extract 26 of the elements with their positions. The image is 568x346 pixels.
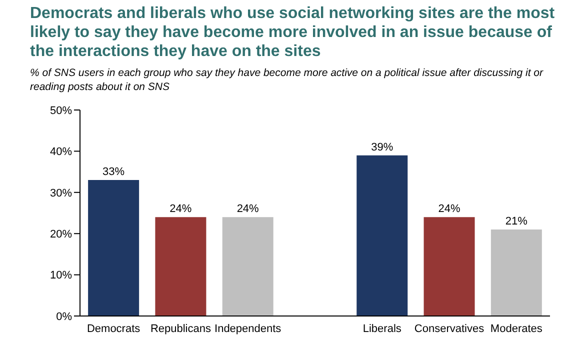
data-label: 39% (371, 141, 394, 154)
x-tick-label: Independents (214, 322, 282, 335)
bar (424, 217, 475, 316)
y-tick-label: 20% (50, 228, 72, 241)
bar (222, 217, 274, 316)
x-tick-label: Democrats (86, 322, 141, 335)
y-tick-label: 30% (50, 187, 72, 200)
bar (356, 155, 408, 316)
bar (490, 229, 542, 316)
x-tick-label: Conservatives (414, 322, 485, 335)
y-tick-label: 50% (50, 104, 72, 117)
data-label: 24% (438, 203, 460, 216)
bar (155, 217, 206, 316)
bar (88, 180, 140, 316)
data-label: 33% (102, 166, 125, 178)
x-tick-label: Moderates (490, 322, 543, 335)
data-label: 24% (236, 203, 260, 216)
data-label: 21% (505, 215, 528, 228)
y-tick-label: 40% (50, 146, 72, 158)
chart-subtitle: % of SNS users in each group who say they have become more active on a political issue after discussing it or reading posts about it on SNS (30, 66, 544, 94)
y-tick-label: 0% (56, 310, 72, 323)
x-tick-label: Liberals (362, 322, 402, 335)
y-tick-label: 10% (50, 270, 72, 282)
x-tick-label: Republicans (150, 322, 212, 335)
data-label: 24% (170, 203, 192, 216)
chart-title: Democrats and liberals who use social networking sites are the most likely to say they have become more involved in an issue because of the interactions they have on the sites (30, 4, 556, 61)
